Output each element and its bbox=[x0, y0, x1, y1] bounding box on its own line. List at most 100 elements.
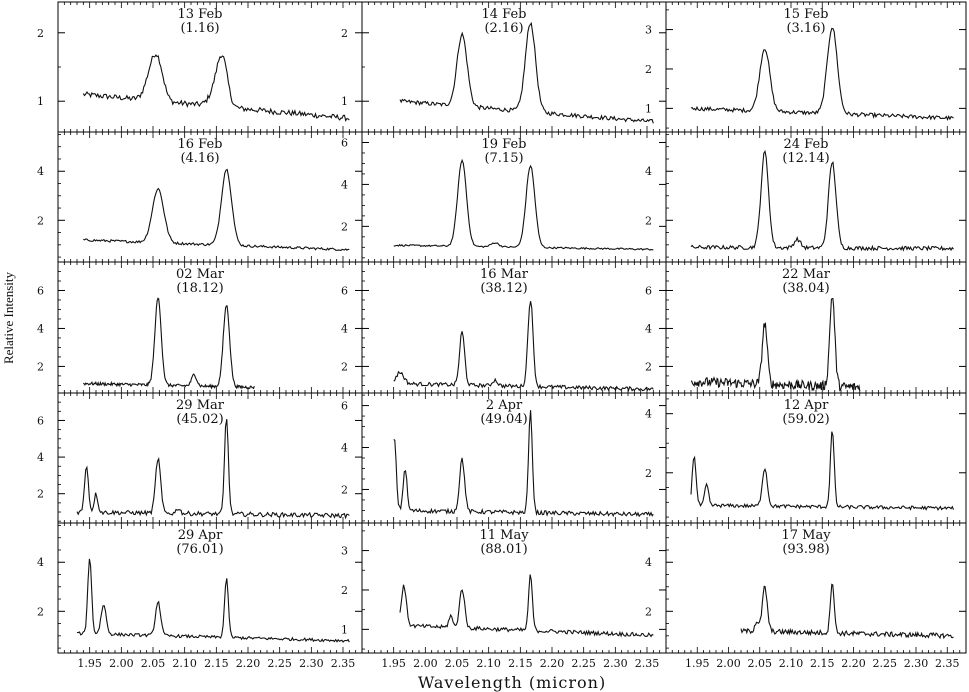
panel-7-ytick-label: 6 bbox=[37, 284, 44, 297]
panel-10-ytick-label: 4 bbox=[37, 451, 44, 464]
x-axis-label: Wavelength (micron) bbox=[418, 673, 606, 692]
xtick-label: 2.05 bbox=[445, 657, 470, 670]
panel-4-days: (4.16) bbox=[180, 151, 219, 166]
panel-8-ytick-label: 6 bbox=[341, 284, 348, 297]
panel-14-spectrum bbox=[399, 574, 654, 638]
panel-15-date: 17 May bbox=[781, 528, 831, 543]
panel-12-days: (59.02) bbox=[782, 412, 829, 427]
panel-1-ytick-label: 1 bbox=[37, 95, 44, 108]
panel-13-ytick-label: 2 bbox=[37, 605, 44, 618]
panel-15-spectrum bbox=[740, 583, 954, 640]
panel-14-date: 11 May bbox=[479, 528, 529, 543]
panel-2-days: (2.16) bbox=[484, 21, 523, 36]
xtick-label: 2.15 bbox=[204, 657, 229, 670]
panel-13-spectrum bbox=[76, 558, 350, 643]
panel-11-ytick-label: 4 bbox=[341, 442, 348, 455]
panel-3-ytick-label: 3 bbox=[645, 24, 652, 37]
xtick-label: 2.20 bbox=[540, 657, 565, 670]
panel-3-days: (3.16) bbox=[786, 21, 825, 36]
panel-9-ytick-label: 6 bbox=[645, 284, 652, 297]
panel-5-spectrum bbox=[393, 158, 654, 251]
panel-12-date: 12 Apr bbox=[784, 398, 829, 413]
panel-2-ytick-label: 1 bbox=[341, 95, 348, 108]
xtick-label: 2.30 bbox=[904, 657, 929, 670]
xtick-label: 2.05 bbox=[748, 657, 773, 670]
panel-3-ytick-label: 1 bbox=[645, 102, 652, 115]
panel-7-days: (18.12) bbox=[176, 281, 223, 296]
xtick-label: 2.15 bbox=[810, 657, 835, 670]
xtick-label: 2.00 bbox=[716, 657, 741, 670]
panel-15-days: (93.98) bbox=[782, 542, 829, 557]
panel-7-date: 02 Mar bbox=[176, 267, 225, 282]
xtick-label: 1.95 bbox=[685, 657, 710, 670]
panel-5-ytick-label: 6 bbox=[341, 136, 348, 149]
panel-6-days: (12.14) bbox=[782, 151, 829, 166]
xtick-label: 2.30 bbox=[603, 657, 628, 670]
panel-15-ytick-label: 2 bbox=[645, 605, 652, 618]
panel-7-spectrum bbox=[82, 297, 255, 390]
panel-6-ytick-label: 4 bbox=[645, 165, 652, 178]
xtick-label: 2.35 bbox=[331, 657, 356, 670]
panel-11-days: (49.04) bbox=[480, 412, 527, 427]
panel-13-days: (76.01) bbox=[176, 542, 223, 557]
panel-6-ytick-label: 2 bbox=[645, 214, 652, 227]
panel-8-ytick-label: 2 bbox=[341, 360, 348, 373]
xtick-label: 2.10 bbox=[172, 657, 197, 670]
panel-15-ytick-label: 4 bbox=[645, 556, 652, 569]
panel-8-days: (38.12) bbox=[480, 281, 527, 296]
panel-12-spectrum bbox=[690, 431, 955, 511]
panel-9-ytick-label: 4 bbox=[645, 322, 652, 335]
panel-8-spectrum bbox=[393, 301, 654, 393]
panel-4-ytick-label: 2 bbox=[37, 214, 44, 227]
panel-3-ytick-label: 2 bbox=[645, 63, 652, 76]
panel-1-date: 13 Feb bbox=[178, 7, 223, 22]
xtick-label: 2.00 bbox=[413, 657, 438, 670]
xtick-label: 2.00 bbox=[109, 657, 134, 670]
panel-3-date: 15 Feb bbox=[784, 7, 829, 22]
panel-1-ytick-label: 2 bbox=[37, 27, 44, 40]
xtick-label: 1.95 bbox=[381, 657, 406, 670]
panel-10-days: (45.02) bbox=[176, 412, 223, 427]
panel-9-days: (38.04) bbox=[782, 281, 829, 296]
panel-4-date: 16 Feb bbox=[178, 137, 223, 152]
xtick-label: 2.25 bbox=[873, 657, 898, 670]
xtick-label: 2.35 bbox=[935, 657, 960, 670]
panel-9-date: 22 Mar bbox=[782, 267, 831, 282]
xtick-label: 2.15 bbox=[508, 657, 533, 670]
panel-1-spectrum bbox=[82, 54, 350, 123]
xtick-label: 2.20 bbox=[841, 657, 866, 670]
panel-5-ytick-label: 2 bbox=[341, 220, 348, 233]
panel-2-spectrum bbox=[399, 21, 654, 124]
panel-14-ytick-label: 2 bbox=[341, 584, 348, 597]
panel-1-days: (1.16) bbox=[180, 21, 219, 36]
panel-4-ytick-label: 4 bbox=[37, 165, 44, 178]
xtick-label: 2.10 bbox=[779, 657, 804, 670]
panel-12-ytick-label: 2 bbox=[645, 467, 652, 480]
panel-10-date: 29 Mar bbox=[176, 398, 225, 413]
panel-13-date: 29 Apr bbox=[178, 528, 223, 543]
panel-9-spectrum bbox=[690, 297, 861, 392]
panel-9-ytick-label: 2 bbox=[645, 360, 652, 373]
xtick-label: 2.20 bbox=[236, 657, 261, 670]
panel-2-ytick-label: 2 bbox=[341, 27, 348, 40]
panel-7-ytick-label: 2 bbox=[37, 360, 44, 373]
panel-5-date: 19 Feb bbox=[482, 137, 527, 152]
panel-6-spectrum bbox=[690, 149, 954, 252]
panel-5-ytick-label: 4 bbox=[341, 178, 348, 191]
panel-11-date: 2 Apr bbox=[486, 398, 523, 413]
panel-14-ytick-label: 1 bbox=[341, 623, 348, 636]
panel-11-ytick-label: 2 bbox=[341, 483, 348, 496]
panel-11-spectrum bbox=[393, 410, 654, 518]
panel-12-ytick-label: 4 bbox=[645, 408, 652, 421]
xtick-label: 2.10 bbox=[476, 657, 501, 670]
xtick-label: 2.30 bbox=[299, 657, 324, 670]
panel-14-days: (88.01) bbox=[480, 542, 527, 557]
panel-8-ytick-label: 4 bbox=[341, 322, 348, 335]
panel-10-ytick-label: 6 bbox=[37, 414, 44, 427]
panel-11-ytick-label: 6 bbox=[341, 400, 348, 413]
panel-10-spectrum bbox=[76, 419, 350, 520]
panel-7-ytick-label: 4 bbox=[37, 322, 44, 335]
xtick-label: 2.25 bbox=[267, 657, 292, 670]
panel-5-days: (7.15) bbox=[484, 151, 523, 166]
